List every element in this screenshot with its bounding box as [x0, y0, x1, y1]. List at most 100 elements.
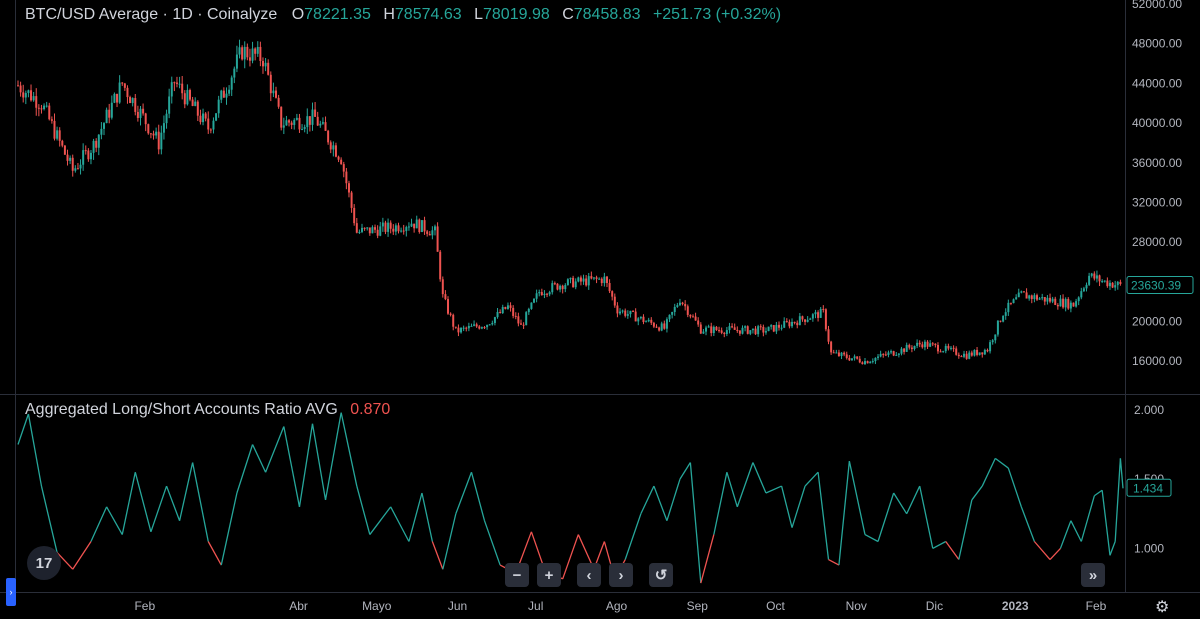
ratio-line-segment [72, 541, 92, 570]
candle-body [736, 329, 739, 331]
candle-body [35, 96, 38, 108]
scroll-left-button[interactable]: ‹ [577, 563, 601, 587]
candle-body [652, 322, 655, 327]
ratio-line-segment [150, 485, 168, 533]
time-axis-label: Mayo [362, 599, 392, 613]
ratio-line-segment [1049, 547, 1061, 560]
candle-body [173, 82, 176, 84]
time-axis-label: Oct [766, 599, 785, 613]
candle-body [905, 344, 908, 352]
candle-body [405, 227, 408, 232]
candle-body [512, 307, 515, 316]
candle-body [996, 320, 999, 335]
candle-body [923, 341, 926, 348]
candle-body [147, 124, 150, 134]
candle-body [230, 77, 233, 90]
candle-body [212, 120, 215, 130]
candle-body [368, 227, 371, 234]
price-axis-label: 36000.00 [1132, 156, 1182, 170]
candle-body [725, 330, 728, 334]
ratio-line-segment [791, 485, 806, 528]
time-axis-label: Feb [1086, 599, 1107, 613]
candle-body [699, 324, 702, 334]
ratio-line-segment [530, 531, 546, 570]
candle-body [764, 331, 767, 333]
ratio-line-segment [752, 462, 767, 494]
candle-body [452, 314, 455, 327]
price-axis-label: 40000.00 [1132, 116, 1182, 130]
candle-body [694, 316, 697, 321]
ratio-line-segment [40, 485, 58, 553]
candle-body [551, 283, 554, 293]
candle-body [1088, 275, 1091, 285]
candle-body [1077, 297, 1080, 302]
candle-body [710, 326, 713, 334]
ratio-line-segment [1114, 458, 1122, 542]
candle-body [632, 310, 635, 312]
candle-body [804, 319, 807, 322]
candle-body [1007, 302, 1010, 313]
candle-body [817, 312, 820, 318]
candle-body [423, 220, 426, 232]
ratio-line-segment [713, 472, 728, 535]
price-axis-label: 28000.00 [1132, 235, 1182, 249]
candle-body [363, 227, 366, 229]
price-axis-label: 44000.00 [1132, 76, 1182, 90]
candle-body [759, 326, 762, 328]
ratio-line-segment [431, 541, 444, 570]
candle-body [806, 319, 809, 322]
candle-body [1017, 292, 1020, 298]
ratio-line-segment [369, 506, 392, 535]
candle-body [772, 325, 775, 332]
candle-body [170, 82, 173, 97]
candle-body [788, 321, 791, 327]
scroll-right-button[interactable]: › [609, 563, 633, 587]
candle-body [843, 352, 846, 355]
candle-body [616, 305, 619, 314]
candle-body [678, 302, 681, 306]
candle-body [770, 325, 773, 327]
ratio-line-segment [1070, 520, 1082, 542]
zoom-out-button[interactable]: − [505, 563, 529, 587]
candle-body [1069, 302, 1072, 309]
candle-body [321, 122, 324, 124]
candle-body [298, 117, 301, 130]
ratio-line-segment [817, 472, 830, 560]
candle-body [142, 108, 145, 114]
candle-body [738, 330, 741, 334]
candle-body [884, 354, 887, 356]
candle-body [374, 227, 377, 230]
candle-body [316, 116, 319, 126]
chevron-right-icon[interactable]: › [6, 578, 16, 606]
candle-body [475, 324, 478, 327]
candle-body [1025, 292, 1028, 299]
candle-body [861, 362, 864, 365]
zoom-in-button[interactable]: + [537, 563, 561, 587]
candle-body [566, 279, 569, 286]
candle-body [45, 105, 48, 107]
candle-body [53, 120, 56, 139]
candle-body [858, 358, 861, 363]
candle-body [728, 326, 731, 331]
candle-body [691, 316, 694, 318]
candle-body [744, 326, 747, 328]
candle-body [931, 343, 934, 345]
reset-chart-button[interactable]: ↺ [649, 563, 673, 587]
gear-icon[interactable]: ⚙ [1155, 599, 1170, 616]
candle-body [540, 292, 543, 296]
candle-body [548, 292, 551, 295]
ratio-line-segment [483, 520, 501, 566]
candle-body [288, 120, 291, 123]
go-to-latest-button[interactable]: » [1081, 563, 1105, 587]
candle-body [850, 358, 853, 361]
candle-body [650, 319, 653, 323]
tradingview-logo-icon[interactable]: 17 [27, 546, 61, 580]
candle-body [1082, 288, 1085, 292]
candle-body [465, 327, 468, 329]
candle-body [1067, 298, 1070, 309]
candle-body [439, 251, 442, 280]
candle-body [723, 332, 726, 334]
candle-body [968, 352, 971, 359]
candle-body [436, 226, 439, 252]
